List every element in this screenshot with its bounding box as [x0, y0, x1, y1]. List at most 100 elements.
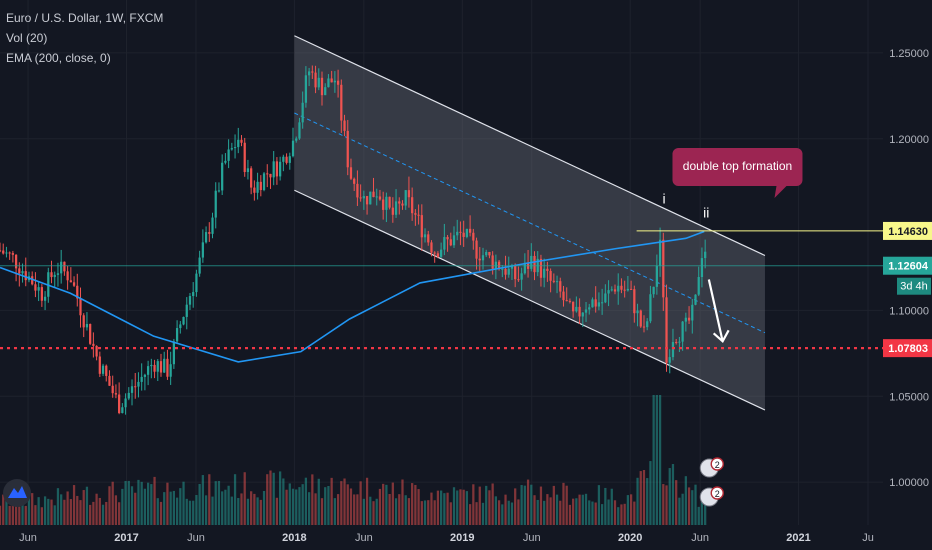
volume-bar — [665, 485, 668, 525]
candle-body — [179, 324, 182, 329]
candle-body — [633, 289, 636, 314]
volume-bar — [272, 472, 275, 525]
candle-body — [317, 77, 320, 88]
volume-bar — [639, 471, 642, 525]
y-tick-label: 1.20000 — [889, 134, 929, 146]
volume-bar — [301, 484, 304, 525]
volume-bar — [224, 489, 227, 525]
volume-bar — [324, 487, 327, 525]
volume-bar — [40, 507, 43, 525]
candle-body — [43, 296, 47, 301]
candle-body — [559, 281, 562, 292]
candle-body — [478, 258, 481, 261]
volume-bar — [510, 502, 514, 525]
volume-bar — [365, 477, 369, 525]
volume-bar — [465, 491, 469, 525]
volume-bar — [163, 492, 166, 525]
volume-bar — [468, 504, 472, 525]
candle-body — [642, 326, 646, 328]
x-tick-label: Jun — [355, 532, 373, 544]
volume-bar — [182, 481, 185, 525]
volume-bar — [188, 500, 192, 525]
volume-bar — [198, 483, 201, 525]
candle-body — [295, 138, 298, 141]
candle-body — [546, 268, 549, 271]
volume-bar — [452, 487, 456, 525]
tradingview-logo — [3, 479, 31, 507]
candle-body — [92, 343, 95, 346]
volume-bar — [185, 498, 188, 525]
candle-body — [501, 268, 504, 270]
candle-body — [8, 252, 11, 254]
candle-body — [204, 232, 208, 243]
x-tick-label: Ju — [862, 532, 874, 544]
candle-body — [340, 84, 343, 121]
volume-bar — [76, 495, 79, 525]
candle-body — [256, 181, 259, 193]
candle-body — [385, 196, 388, 210]
legend-ema[interactable]: EMA (200, close, 0) — [6, 51, 111, 65]
candle-body — [440, 249, 443, 257]
volume-bar — [279, 471, 282, 525]
volume-bar — [56, 488, 60, 525]
volume-bar — [423, 500, 427, 525]
candle-body — [279, 161, 282, 177]
candle-body — [449, 239, 452, 246]
candle-body — [446, 237, 449, 240]
volume-bar — [443, 493, 446, 525]
legend-symbol[interactable]: Euro / U.S. Dollar, 1W, FXCM — [6, 11, 164, 25]
candle-body — [533, 255, 536, 273]
candle-body — [37, 287, 40, 291]
candle-body — [53, 274, 56, 278]
volume-bar — [394, 498, 398, 525]
candle-body — [591, 299, 594, 308]
volume-bar — [382, 483, 385, 525]
candle-body — [269, 173, 272, 178]
volume-bar — [179, 488, 182, 525]
candle-body — [375, 196, 378, 198]
legend-volume[interactable]: Vol (20) — [6, 31, 48, 45]
candle-body — [356, 183, 359, 198]
candle-body — [72, 282, 76, 286]
volume-bar — [420, 501, 423, 525]
candle-body — [520, 273, 523, 280]
volume-bar — [82, 490, 85, 525]
candle-body — [214, 190, 217, 218]
candle-body — [362, 196, 365, 199]
volume-bar — [327, 485, 330, 525]
candle-body — [491, 255, 494, 269]
volume-bar — [552, 485, 555, 525]
volume-bar — [562, 482, 565, 525]
volume-bar — [485, 485, 488, 525]
candle-body — [246, 168, 250, 173]
volume-bar — [124, 480, 127, 525]
volume-bar — [594, 502, 597, 525]
candle-body — [568, 300, 572, 302]
volume-bar — [114, 495, 118, 525]
candle-body — [504, 268, 507, 275]
candle-body — [420, 215, 423, 238]
x-tick-label: 2020 — [618, 532, 642, 544]
callout-text: double top formation — [683, 159, 792, 173]
candle-body — [114, 393, 118, 395]
candle-body — [95, 345, 98, 357]
volume-bar — [134, 492, 137, 525]
candle-body — [578, 306, 581, 317]
volume-bar — [449, 502, 452, 525]
wave-label-ii: ii — [703, 204, 709, 220]
candle-body — [539, 258, 543, 278]
volume-bar — [2, 494, 5, 525]
volume-bar — [407, 498, 411, 525]
volume-bar — [5, 496, 8, 525]
candle-body — [85, 324, 89, 328]
candle-body — [69, 280, 72, 283]
volume-bar — [208, 474, 211, 525]
candle-body — [404, 190, 407, 206]
candle-body — [694, 294, 697, 305]
y-tick-label: 1.10000 — [889, 305, 929, 317]
candle-body — [31, 276, 34, 285]
candle-body — [401, 203, 404, 206]
volume-bar — [565, 485, 568, 525]
volume-bar — [143, 488, 147, 525]
